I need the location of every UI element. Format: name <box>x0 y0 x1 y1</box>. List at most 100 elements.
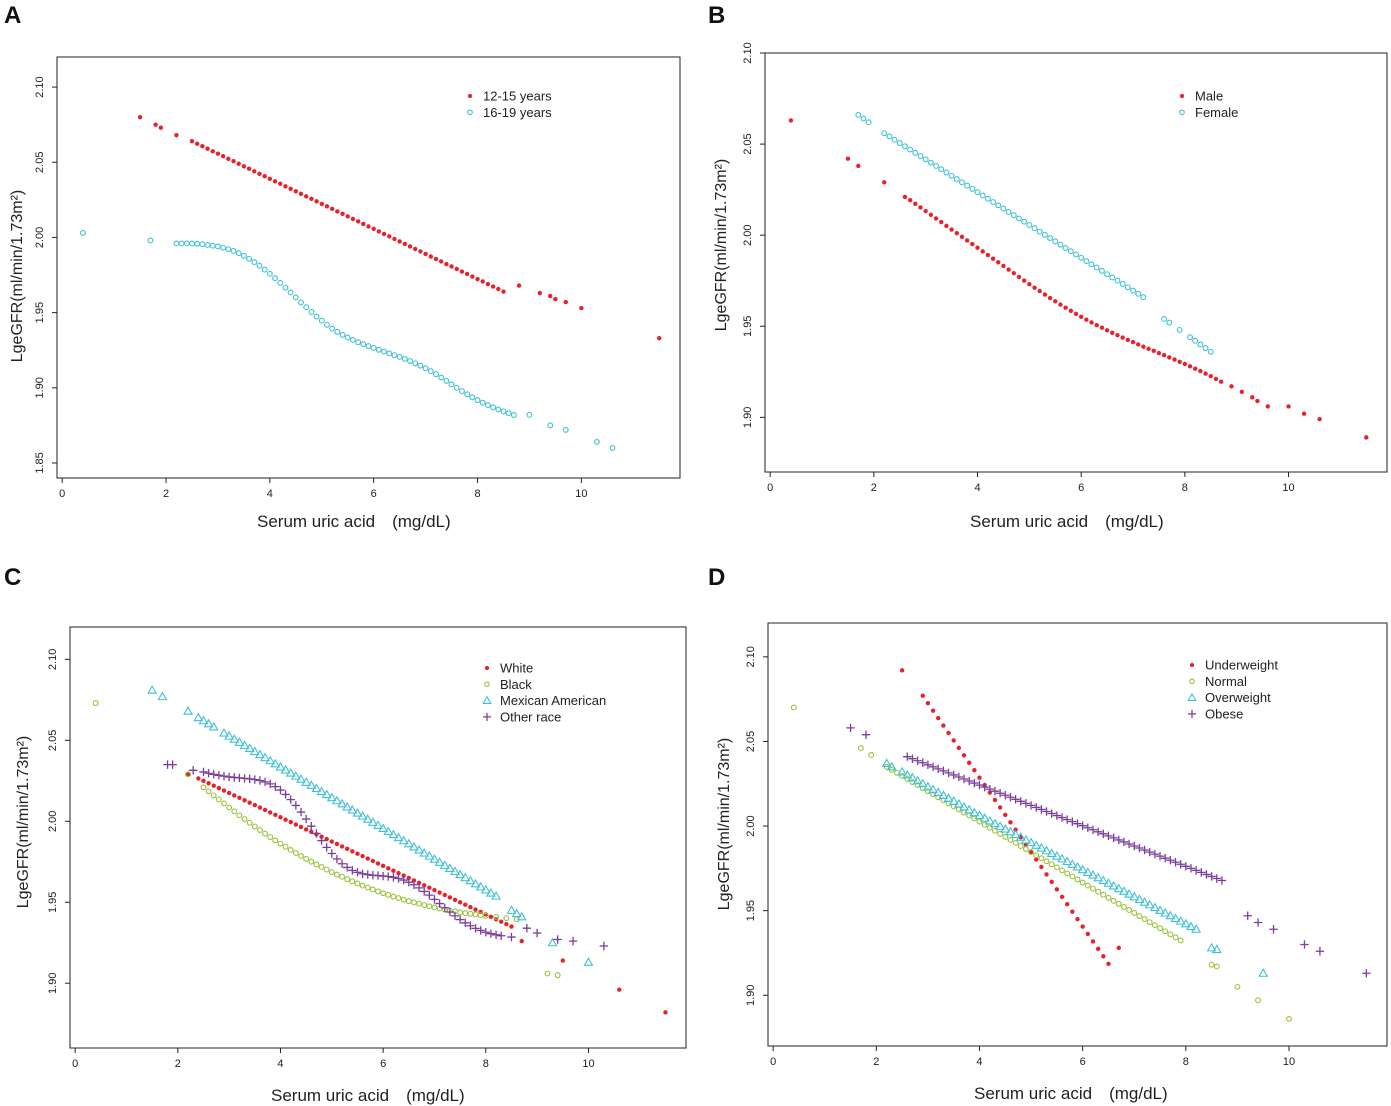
chart-a-data-point <box>470 274 475 279</box>
chart-d-data-point <box>913 756 922 765</box>
chart-d-data-point <box>1090 939 1096 944</box>
chart-d-data-point <box>1082 867 1093 876</box>
chart-c-data-point <box>385 891 392 898</box>
chart-b-y-axis-title: LgeGFR(ml/min/1.73m²) <box>713 158 730 332</box>
chart-a-data-point <box>256 262 263 269</box>
chart-b-data-point <box>1078 254 1085 261</box>
chart-d-data-point <box>1144 899 1155 909</box>
chart-c-data-point <box>231 808 238 815</box>
chart-a-data-point <box>220 244 227 251</box>
chart-b-data-point <box>953 176 960 183</box>
chart-d-x-tick-label: 6 <box>1080 1056 1086 1068</box>
chart-c-data-point <box>420 887 429 896</box>
chart-d-data-point <box>1003 812 1008 818</box>
chart-d-data-point <box>908 754 917 763</box>
chart-d-data-point <box>969 807 980 817</box>
chart-b-data-point <box>1176 326 1183 333</box>
chart-c-data-point <box>226 790 232 796</box>
chart-a-data-point <box>350 216 356 222</box>
chart-d-data-point <box>1165 910 1176 920</box>
chart-c-data-point <box>265 755 276 765</box>
chart-b-x-tick-label: 0 <box>767 482 773 494</box>
chart-d-data-point <box>903 752 912 761</box>
chart-b-data-point <box>1016 215 1022 222</box>
chart-b-data-point <box>979 192 986 199</box>
chart-c-series-3 <box>163 760 609 951</box>
chart-a-data-point <box>500 408 507 415</box>
chart-c-data-point <box>312 829 321 838</box>
chart-a-data-point <box>293 189 299 194</box>
chart-d-x-tick-label: 10 <box>1283 1056 1295 1068</box>
chart-c-data-point <box>384 872 393 881</box>
chart-b-data-point <box>1047 235 1054 242</box>
chart-a-data-point <box>433 256 439 262</box>
chart-c-data-point <box>344 876 351 883</box>
chart-d-data-point <box>1206 942 1217 952</box>
chart-d-data-point <box>1243 911 1252 920</box>
chart-a-data-point <box>303 304 310 311</box>
chart-c-data-point <box>421 902 428 908</box>
chart-a-data-point <box>516 283 522 288</box>
chart-a-data-point <box>235 250 242 257</box>
chart-d-data-point <box>1136 913 1143 920</box>
chart-c-legend-label-3: Other race <box>500 709 561 724</box>
chart-b-data-point <box>1114 277 1121 284</box>
chart-d-data-point <box>899 668 905 673</box>
chart-c-data-point <box>519 938 524 944</box>
chart-c-data-point <box>475 881 486 891</box>
chart-d-data-point <box>1026 837 1037 847</box>
chart-d-data-point <box>977 775 982 780</box>
chart-c-data-point <box>301 777 312 786</box>
chart-c-data-point <box>663 1010 668 1015</box>
chart-c-data-point <box>287 847 294 853</box>
chart-d-data-point <box>886 761 897 771</box>
chart-b-data-point <box>1202 345 1209 352</box>
chart-c-data-point <box>246 819 253 826</box>
chart-a-data-point <box>474 397 481 404</box>
chart-a-data-point <box>402 241 408 247</box>
chart-b-data-point <box>855 111 862 118</box>
chart-b-data-point <box>1120 335 1125 340</box>
chart-c-data-point <box>298 824 304 830</box>
chart-b-data-point <box>1098 267 1105 274</box>
chart-a-data-point <box>189 139 195 144</box>
chart-b-data-point <box>1130 339 1136 345</box>
chart-c-data-point <box>328 869 335 876</box>
chart-d-data-point <box>920 693 925 698</box>
chart-b-data-point <box>1167 355 1172 360</box>
chart-b-data-point <box>845 156 851 161</box>
chart-a-data-point <box>657 335 662 341</box>
chart-d-data-point <box>1162 928 1169 935</box>
chart-c-data-point <box>318 864 325 870</box>
chart-c-data-point <box>280 764 291 774</box>
chart-c-data-point <box>226 804 233 811</box>
chart-b-data-point <box>1207 348 1214 355</box>
chart-c-data-point <box>329 839 334 844</box>
chart-c-data-point <box>147 685 158 694</box>
chart-c-data-point <box>282 843 289 850</box>
chart-d-y-tick-label: 2.05 <box>745 731 757 752</box>
chart-d-data-point <box>1026 801 1036 810</box>
chart-d-data-point <box>1046 848 1057 858</box>
chart-d-data-point <box>1038 855 1045 862</box>
chart-b-x-tick-label: 4 <box>974 482 980 494</box>
chart-c-data-point <box>532 928 542 938</box>
chart-d-data-point <box>990 818 1000 828</box>
chart-c-data-point <box>350 849 355 854</box>
chart-c-data-point <box>236 812 243 819</box>
chart-b-data-point <box>1192 337 1199 344</box>
chart-d-data-point <box>1010 829 1021 839</box>
chart-d-data-point <box>1126 907 1133 913</box>
chart-c-data-point <box>375 888 381 895</box>
chart-a-data-point <box>283 184 288 189</box>
chart-c-data-point <box>277 840 284 847</box>
chart-d-data-point <box>948 796 959 805</box>
chart-b-data-point <box>1016 274 1022 280</box>
chart-d-data-point <box>1016 797 1025 806</box>
chart-b-data-point <box>917 153 924 160</box>
chart-b-data-point <box>1239 389 1245 395</box>
chart-a-data-point <box>397 239 402 244</box>
chart-d-data-point <box>1034 857 1039 862</box>
chart-b-data-point <box>1104 328 1110 333</box>
chart-d-data-point <box>1088 825 1098 834</box>
